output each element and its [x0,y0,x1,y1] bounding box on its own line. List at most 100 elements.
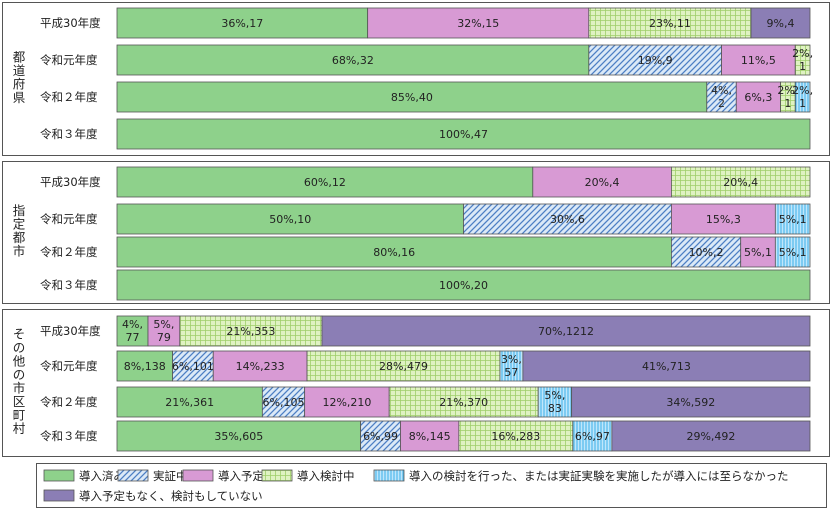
group-label: 指定都市 [13,203,26,259]
bar-segment-considering [306,350,501,382]
legend-swatch [43,469,75,482]
bar-segment-no-plan [321,315,811,347]
bar-segment-considered-not-adopted [774,203,811,235]
bar-segment-introduced [116,81,708,113]
bar-segment-introduced [116,118,811,150]
bar-data-label: 35%,605 [214,430,263,443]
group-label: 都道府県 [13,50,26,106]
bar-segment-planned [147,315,181,347]
bar-data-label: 41%,713 [642,360,691,373]
bar-data-label: 32%,15 [457,17,499,30]
bar-data-label: 15%,3 [706,213,741,226]
bar-segment-considering [458,420,574,452]
bar-segment-considered-not-adopted [774,236,811,268]
bar-data-label: 2%, 1 [792,47,813,73]
bar-segment-considering [671,166,811,198]
bar-data-label: 6%,3 [744,91,772,104]
legend-swatch [182,469,214,482]
bar-segment-introduced [116,386,263,418]
bar-data-label: 4%, 2 [711,84,732,110]
bar-data-label: 5%,1 [744,246,772,259]
legend-swatch [117,469,149,482]
legend-item-trial: 実証中 [117,469,188,483]
bar-segment-planned [532,166,672,198]
row-label: 令和３年度 [40,278,98,292]
bar-segment-introduced [116,203,464,235]
bar-data-label: 6%,97 [575,430,610,443]
bar-segment-trial [172,350,214,382]
bar-data-label: 11%,5 [741,54,776,67]
legend-item-introduced: 導入済み [43,469,125,483]
bar-data-label: 50%,10 [269,213,311,226]
bar-data-label: 20%,4 [585,176,620,189]
bar-data-label: 80%,16 [373,246,415,259]
legend-item-no-plan: 導入予定もなく、検討もしていない [43,489,263,503]
bar-data-label: 2%, 1 [777,84,798,110]
bar-data-label: 36%,17 [221,17,263,30]
bar-data-label: 9%,4 [767,17,795,30]
bar-segment-planned [367,7,590,39]
bars-layer: 平成30年度 36%,17 32%,15 23%,11 9%,4 令和元年度 68%,32 1… [40,7,813,452]
bar-segment-considering [794,44,811,76]
bar-data-label: 68%,32 [332,54,374,67]
bar-segment-planned [721,44,796,76]
bar-data-label: 5%, 83 [544,389,565,415]
bar-data-label: 21%,353 [226,325,275,338]
bar-data-label: 5%,1 [779,246,807,259]
bar-data-label: 5%, 79 [153,318,174,344]
bar-data-label: 21%,370 [439,396,488,409]
bar-data-label: 70%,1212 [538,325,594,338]
bar-data-label: 6%,101 [172,360,214,373]
bar-segment-introduced [116,166,534,198]
legend-item-considered-not-adopted: 導入の検討を行った、または実証実験を実施したが導入には至らなかった [373,469,789,483]
bar-data-label: 6%,99 [363,430,398,443]
bar-segment-no-plan [522,350,811,382]
bar-data-label: 28%,479 [379,360,428,373]
row-label: 令和３年度 [40,429,98,443]
bar-data-label: 12%,210 [322,396,371,409]
row-label: 令和元年度 [40,53,98,67]
bar-segment-introduced [116,44,590,76]
row-label: 令和３年度 [40,127,98,141]
bar-segment-planned [304,386,390,418]
bar-segment-considered-not-adopted [572,420,613,452]
bar-data-label: 14%,233 [236,360,285,373]
bar-segment-no-plan [571,386,811,418]
bar-segment-considering [588,7,752,39]
legend-swatch [261,469,293,482]
bar-data-label: 8%,145 [409,430,451,443]
row-label: 平成30年度 [40,324,101,338]
legend-swatch [373,469,405,482]
bar-data-label: 19%,9 [638,54,673,67]
bar-segment-considering [388,386,539,418]
bar-data-label: 60%,12 [304,176,346,189]
row-label: 平成30年度 [40,16,101,30]
bar-data-label: 100%,20 [439,279,488,292]
bar-segment-trial [360,420,401,452]
legend: 導入済み 実証中 導入予定 導入検討中 導入の検討を行った、または実証実験を実施したが導… [36,463,827,508]
legend-label: 導入予定 [218,469,264,483]
legend-item-planned: 導入予定 [182,469,264,483]
bar-data-label: 30%,6 [550,213,585,226]
bar-data-label: 6%,105 [263,396,305,409]
row-label: 令和２年度 [40,395,98,409]
bar-segment-planned [212,350,308,382]
bar-segment-introduced [116,236,672,268]
legend-item-considering: 導入検討中 [261,469,355,483]
bar-data-label: 3%, 57 [501,353,522,379]
legend-label: 導入済み [79,469,125,483]
group-label: その他の市区町村 [13,327,26,437]
legend-label: 導入予定もなく、検討もしていない [79,489,263,503]
bar-segment-introduced [116,350,173,382]
bar-segment-considered-not-adopted [794,81,811,113]
row-label: 令和元年度 [40,212,98,226]
bar-segment-no-plan [750,7,811,39]
bar-data-label: 100%,47 [439,128,488,141]
legend-label: 実証中 [153,469,188,483]
bar-data-label: 21%,361 [165,396,214,409]
legend-swatch [43,489,75,502]
bar-data-label: 16%,283 [491,430,540,443]
bar-data-label: 10%,2 [689,246,724,259]
bar-segment-trial [588,44,722,76]
